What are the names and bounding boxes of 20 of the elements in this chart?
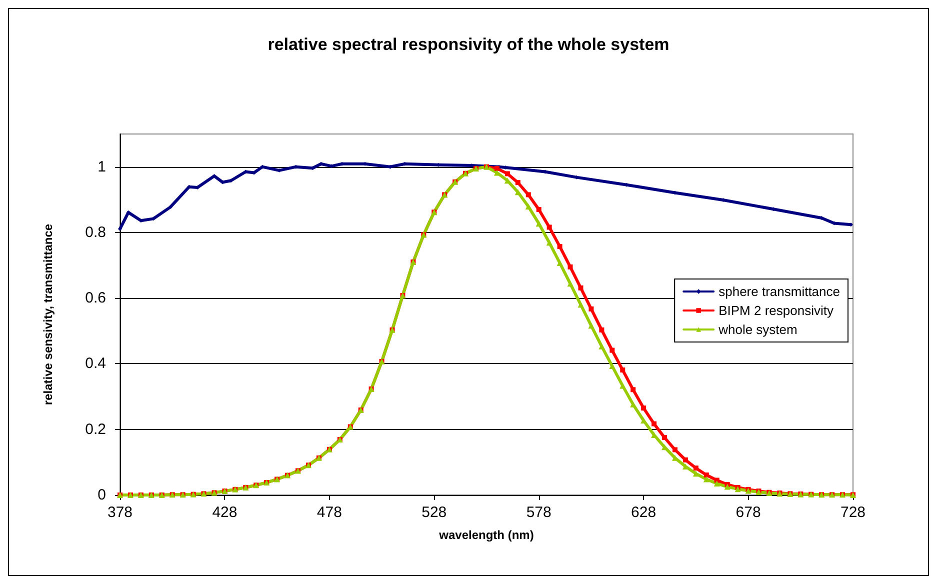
y-tick-label: 0.4 — [85, 355, 106, 372]
x-tick-label: 678 — [736, 504, 761, 521]
y-tick-label: 0 — [98, 486, 106, 504]
x-tick-label: 378 — [107, 504, 133, 521]
y-tick-label: 0.8 — [85, 224, 106, 241]
y-axis-title: relative sensivity, transmittance — [41, 224, 55, 406]
y-tick-label: 0.6 — [85, 290, 106, 307]
x-tick-label: 628 — [631, 504, 656, 521]
x-tick-label: 578 — [526, 504, 552, 521]
x-tick-label: 478 — [316, 504, 342, 521]
y-tick-label: 0.2 — [85, 420, 106, 438]
legend-label: whole system — [718, 322, 798, 337]
chart-title: relative spectral responsivity of the whole system — [268, 35, 670, 54]
legend-label: sphere transmittance — [718, 284, 840, 299]
y-tick-label: 1 — [98, 158, 106, 176]
x-tick-label: 528 — [422, 504, 447, 521]
x-tick-label: 428 — [212, 504, 238, 521]
x-tick-label: 728 — [840, 504, 866, 521]
x-axis-title: wavelength (nm) — [438, 528, 534, 542]
legend-label: BIPM 2 responsivity — [718, 303, 834, 318]
